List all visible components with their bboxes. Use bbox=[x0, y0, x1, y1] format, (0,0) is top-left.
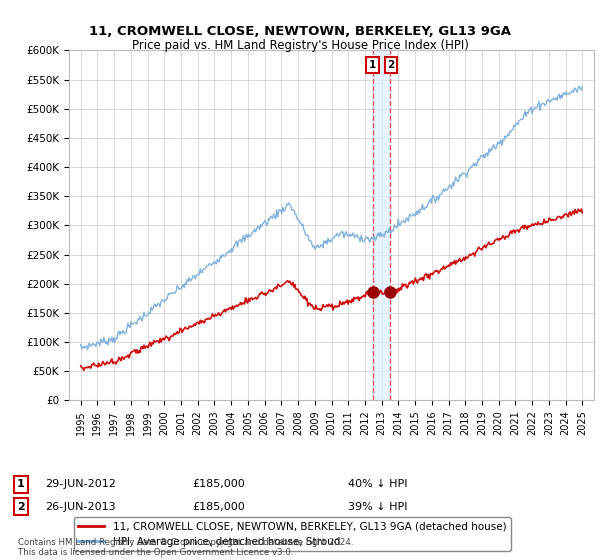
Text: £185,000: £185,000 bbox=[192, 479, 245, 489]
Text: Contains HM Land Registry data © Crown copyright and database right 2024.
This d: Contains HM Land Registry data © Crown c… bbox=[18, 538, 353, 557]
Bar bbox=[373, 50, 390, 400]
Text: 26-JUN-2013: 26-JUN-2013 bbox=[45, 502, 116, 512]
Text: 39% ↓ HPI: 39% ↓ HPI bbox=[348, 502, 407, 512]
Text: 11, CROMWELL CLOSE, NEWTOWN, BERKELEY, GL13 9GA: 11, CROMWELL CLOSE, NEWTOWN, BERKELEY, G… bbox=[89, 25, 511, 38]
Text: 1: 1 bbox=[369, 60, 376, 70]
Text: 2: 2 bbox=[17, 502, 25, 512]
Text: 1: 1 bbox=[17, 479, 25, 489]
Legend: 11, CROMWELL CLOSE, NEWTOWN, BERKELEY, GL13 9GA (detached house), HPI: Average p: 11, CROMWELL CLOSE, NEWTOWN, BERKELEY, G… bbox=[74, 517, 511, 551]
Text: 2: 2 bbox=[387, 60, 394, 70]
Text: 40% ↓ HPI: 40% ↓ HPI bbox=[348, 479, 407, 489]
Text: Price paid vs. HM Land Registry's House Price Index (HPI): Price paid vs. HM Land Registry's House … bbox=[131, 39, 469, 52]
Text: 29-JUN-2012: 29-JUN-2012 bbox=[45, 479, 116, 489]
Text: £185,000: £185,000 bbox=[192, 502, 245, 512]
